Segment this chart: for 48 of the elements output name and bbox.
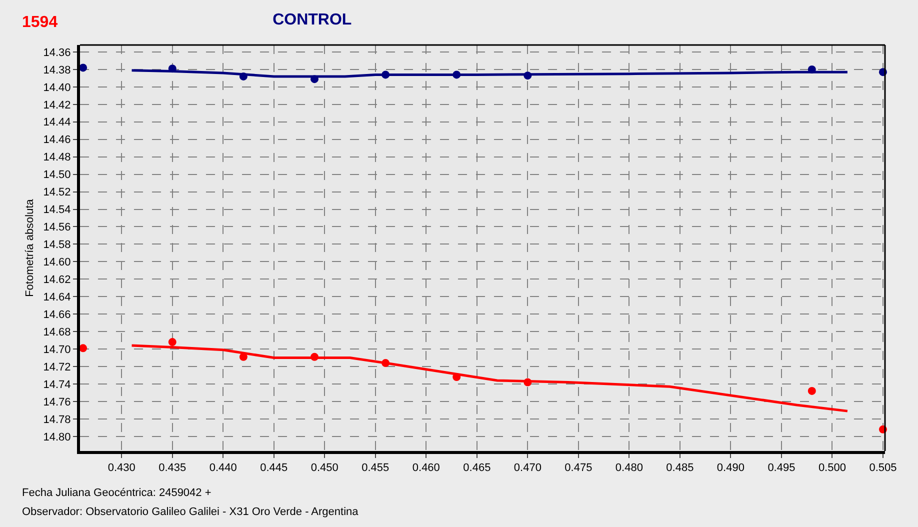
x-tick-label: 0.430: [108, 462, 136, 474]
y-tick-label: 14.44: [43, 116, 71, 129]
y-tick-label: 14.78: [43, 414, 71, 426]
text: Fecha Juliana Geocéntrica: 2459042 +: [22, 487, 212, 499]
point: [168, 338, 176, 346]
y-tick-label: 14.66: [43, 308, 71, 321]
x-tick-label: 0.440: [209, 462, 237, 474]
x-tick-label: 0.470: [514, 462, 542, 474]
x-tick-label: 0.505: [869, 462, 897, 474]
x-tick-label: 0.445: [260, 462, 288, 474]
x-tick-label: 0.455: [362, 462, 390, 474]
x-tick-label: 0.490: [716, 462, 744, 474]
y-tick-label: 14.62: [43, 274, 71, 286]
y-tick-label: 14.76: [43, 396, 71, 408]
y-tick-label: 14.58: [43, 239, 71, 252]
point: [79, 64, 88, 72]
x-tick-label: 0.495: [768, 462, 796, 474]
x-tick-label: 0.475: [564, 462, 592, 474]
text: Observador: Observatorio Galileo Galilei - X31 Oro Verde - Argentina: [22, 506, 360, 518]
y-tick-label: 14.48: [43, 152, 71, 164]
y-tick-label: 14.54: [43, 204, 71, 216]
y-tick-label: 14.38: [43, 64, 71, 76]
y-tick-label: 14.64: [43, 291, 71, 304]
y-tick-label: 14.72: [43, 361, 71, 374]
y-tick-label: 14.60: [43, 256, 71, 269]
y-axis-title: Fotometría absoluta: [24, 198, 36, 297]
x-tick-label: 0.500: [818, 462, 846, 474]
y-tick-label: 14.40: [43, 82, 71, 94]
point: [808, 386, 816, 395]
y-tick-label: 14.74: [43, 378, 71, 391]
x-tick-label: 0.435: [158, 462, 186, 474]
point: [79, 344, 88, 352]
y-tick-label: 14.56: [43, 222, 71, 234]
y-tick-label: 14.46: [43, 134, 71, 146]
x-tick-label: 0.460: [412, 462, 440, 474]
y-tick-label: 14.36: [43, 46, 71, 59]
y-tick-label: 14.70: [43, 344, 71, 356]
y-tick-label: 14.68: [43, 326, 71, 338]
x-tick-label: 0.465: [463, 462, 491, 474]
y-tick-label: 14.42: [43, 99, 71, 112]
x-tick-label: 0.450: [310, 462, 338, 474]
x-tick-label: 0.485: [666, 462, 694, 474]
x-tick-label: 0.480: [615, 462, 643, 474]
y-tick-label: 14.50: [43, 169, 71, 182]
y-tick-label: 14.80: [43, 431, 71, 444]
chart-subtitle: 1594: [22, 14, 58, 31]
chart-title: CONTROL: [272, 11, 352, 28]
y-tick-label: 14.52: [43, 186, 71, 199]
